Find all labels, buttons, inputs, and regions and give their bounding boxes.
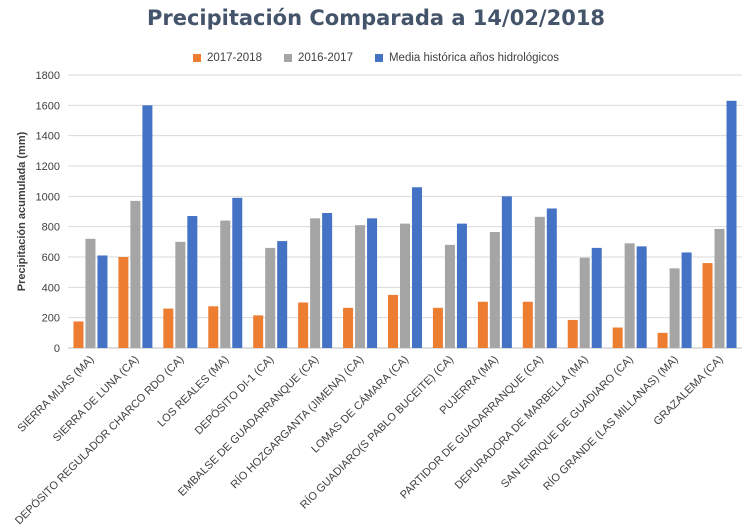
bar-media-historica <box>726 100 737 349</box>
bar-media-historica <box>367 218 378 348</box>
bar-2016-2017 <box>444 244 455 348</box>
legend-label: Media histórica años hidrológicos <box>388 52 560 64</box>
legend-label: 2017-2018 <box>206 52 262 64</box>
y-tick-label: 400 <box>42 282 60 294</box>
legend: 2017-2018 2016-2017 Media histórica años… <box>0 52 752 64</box>
legend-swatch-gray <box>283 54 292 62</box>
bar-2016-2017 <box>489 231 500 348</box>
bar-2017-2018 <box>73 321 84 348</box>
bar-2016-2017 <box>130 200 141 348</box>
bar-2016-2017 <box>310 218 321 348</box>
y-tick-label: 1000 <box>36 191 60 203</box>
bar-media-historica <box>456 223 467 348</box>
bar-media-historica <box>97 255 108 348</box>
legend-swatch-blue <box>374 54 383 62</box>
bar-media-historica <box>501 196 512 348</box>
x-tick-label: RÍO GUADIARO(S PABLO BUCEITE) (CA) <box>297 353 456 512</box>
bar-2017-2018 <box>163 308 174 348</box>
y-tick-label: 0 <box>54 343 60 355</box>
bar-2017-2018 <box>253 315 264 348</box>
y-tick-label: 1200 <box>36 161 60 173</box>
y-tick-label: 800 <box>42 222 60 234</box>
bar-2017-2018 <box>432 307 443 348</box>
x-tick-label: DEPÓSITO REGULADOR CHARCO RDO (CA) <box>12 353 186 527</box>
bar-media-historica <box>187 216 198 348</box>
bar-2016-2017 <box>714 228 725 348</box>
bar-2017-2018 <box>388 294 398 348</box>
y-tick-label: 1800 <box>36 70 60 82</box>
chart-title: Precipitación Comparada a 14/02/2018 <box>146 6 606 30</box>
bar-media-historica <box>591 247 602 348</box>
y-tick-label: 200 <box>42 313 60 325</box>
bar-media-historica <box>636 246 647 348</box>
bar-media-historica <box>681 252 692 348</box>
bar-media-historica <box>322 213 333 348</box>
y-tick-label: 1600 <box>36 100 60 112</box>
bar-media-historica <box>412 187 422 348</box>
bar-2017-2018 <box>298 302 309 348</box>
x-tick-label: SIERRA MIJAS (MA) <box>15 354 96 435</box>
bar-2017-2018 <box>612 327 623 348</box>
bar-media-historica <box>142 105 153 348</box>
legend-swatch-orange <box>192 54 201 62</box>
bar-2017-2018 <box>522 301 533 348</box>
bar-media-historica <box>232 197 243 348</box>
bar-2017-2018 <box>343 307 354 348</box>
x-tick-label: SIERRA DE LUNA (CA) <box>51 354 142 445</box>
bar-media-historica <box>546 208 557 348</box>
bar-2017-2018 <box>657 332 668 348</box>
legend-item-2016-2017: 2016-2017 <box>283 52 353 64</box>
legend-label: 2016-2017 <box>297 52 353 64</box>
bar-2016-2017 <box>669 268 680 348</box>
bar-media-historica <box>277 241 288 348</box>
bar-2016-2017 <box>220 220 231 348</box>
bar-2016-2017 <box>85 238 96 348</box>
y-axis-title: Precipitación acumulada (mm) <box>16 131 28 291</box>
bar-2016-2017 <box>400 223 410 348</box>
bar-2017-2018 <box>702 263 713 348</box>
bar-2016-2017 <box>265 247 276 348</box>
legend-item-media-historica: Media histórica años hidrológicos <box>374 52 560 64</box>
y-tick-label: 600 <box>42 252 60 264</box>
bar-2017-2018 <box>208 306 219 348</box>
bar-2016-2017 <box>579 257 590 348</box>
bar-2017-2018 <box>477 301 488 348</box>
x-tick-label: DEPÓSITO DI-1 (CA) <box>192 353 276 437</box>
bar-2017-2018 <box>118 257 129 348</box>
bar-2016-2017 <box>355 225 366 348</box>
bar-2016-2017 <box>534 216 545 348</box>
bar-2017-2018 <box>567 319 578 348</box>
bar-2016-2017 <box>624 243 635 348</box>
legend-item-2017-2018: 2017-2018 <box>192 52 262 64</box>
bar-2016-2017 <box>175 241 186 348</box>
y-tick-label: 1400 <box>36 131 60 143</box>
